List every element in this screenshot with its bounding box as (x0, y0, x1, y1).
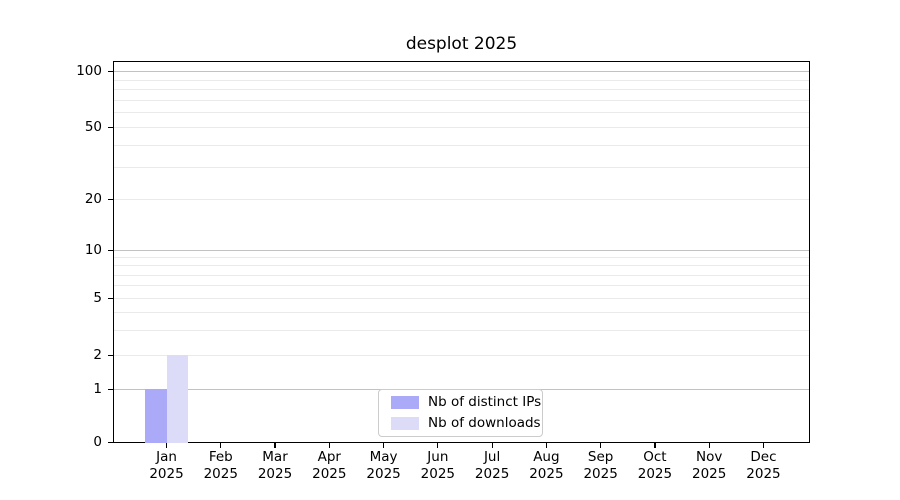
x-tick-month: Dec (750, 449, 777, 465)
x-tick-year: 2025 (583, 466, 618, 482)
bar-nb-of-distinct-ips-jan (145, 389, 167, 443)
y-tick-label: 10 (84, 242, 102, 258)
x-tick-label-aug: Aug 2025 (514, 449, 578, 483)
y-tick-label: 1 (93, 381, 102, 397)
legend-entry-distinct-ips: Nb of distinct IPs (387, 394, 541, 411)
gridline (114, 329, 809, 331)
y-tick-mark (108, 198, 113, 200)
gridline (114, 199, 809, 200)
x-tick-month: Sep (587, 449, 614, 465)
x-tick-month: Jul (483, 449, 501, 465)
gridline (114, 250, 809, 251)
x-tick-month: Jan (156, 449, 177, 465)
x-tick-month: Aug (533, 449, 560, 465)
legend-entry-downloads: Nb of downloads (387, 415, 541, 432)
x-tick-label-apr: Apr 2025 (297, 449, 361, 483)
y-tick-mark (108, 70, 113, 72)
x-tick-month: Feb (208, 449, 233, 465)
gridline (114, 311, 809, 313)
y-tick-label: 100 (76, 63, 102, 79)
x-tick-month: Apr (317, 449, 341, 465)
x-tick-label-mar: Mar 2025 (243, 449, 307, 483)
x-tick-label-dec: Dec 2025 (731, 449, 795, 483)
x-tick-mark (328, 443, 330, 448)
x-tick-mark (545, 443, 547, 448)
legend-swatch-downloads (391, 417, 419, 430)
x-tick-label-oct: Oct 2025 (623, 449, 687, 483)
x-tick-month: Oct (643, 449, 667, 465)
x-tick-mark (165, 443, 168, 448)
gridline (114, 265, 809, 267)
y-tick-mark (108, 297, 113, 299)
y-tick-label: 50 (84, 119, 102, 135)
bar-nb-of-downloads-jan (166, 355, 188, 443)
x-tick-mark (491, 443, 493, 448)
x-tick-label-sep: Sep 2025 (569, 449, 633, 483)
y-tick-mark (108, 249, 113, 251)
x-tick-year: 2025 (474, 466, 510, 482)
legend-label-downloads: Nb of downloads (428, 415, 541, 431)
x-tick-mark (274, 443, 276, 448)
gridline (114, 89, 809, 91)
chart-title: desplot 2025 (405, 34, 518, 54)
x-tick-mark (600, 443, 602, 448)
x-tick-month: Jun (427, 449, 449, 465)
x-tick-year: 2025 (746, 466, 781, 482)
gridline (114, 99, 809, 101)
x-tick-label-nov: Nov 2025 (677, 449, 741, 483)
x-tick-year: 2025 (203, 466, 238, 482)
plot-area (113, 61, 810, 443)
x-tick-month: May (369, 449, 398, 465)
y-tick-label: 20 (84, 191, 102, 207)
x-tick-mark (708, 443, 710, 448)
x-tick-year: 2025 (637, 466, 673, 482)
y-tick-label: 2 (93, 347, 102, 363)
x-tick-year: 2025 (149, 466, 184, 482)
legend-swatch-distinct-ips (391, 396, 419, 409)
x-tick-mark (762, 443, 765, 448)
gridline (114, 144, 809, 146)
gridline (114, 71, 809, 72)
x-tick-mark (437, 443, 439, 448)
x-tick-year: 2025 (420, 466, 456, 482)
gridline (114, 257, 809, 259)
x-tick-label-may: May 2025 (352, 449, 416, 483)
legend: Nb of distinct IPs Nb of downloads (378, 389, 543, 437)
gridline (114, 167, 809, 169)
x-tick-month: Mar (262, 449, 288, 465)
y-tick-mark (108, 388, 113, 390)
gridline (114, 355, 809, 356)
x-tick-year: 2025 (312, 466, 347, 482)
x-tick-year: 2025 (529, 466, 564, 482)
x-tick-year: 2025 (692, 466, 727, 482)
gridline (114, 79, 809, 81)
legend-label-distinct-ips: Nb of distinct IPs (428, 394, 542, 410)
x-tick-label-jul: Jul 2025 (460, 449, 524, 483)
x-tick-month: Nov (696, 449, 723, 465)
x-tick-mark (654, 443, 656, 448)
y-tick-label: 0 (93, 434, 102, 450)
y-tick-label: 5 (93, 290, 102, 306)
gridline (114, 285, 809, 287)
y-tick-mark (108, 441, 113, 443)
y-tick-mark (108, 354, 113, 356)
x-tick-label-jun: Jun 2025 (406, 449, 470, 483)
x-tick-mark (220, 443, 222, 448)
x-tick-mark (382, 443, 385, 448)
x-tick-year: 2025 (257, 466, 293, 482)
gridline (114, 298, 809, 299)
x-tick-year: 2025 (366, 466, 401, 482)
gridline (114, 127, 809, 128)
x-tick-label-feb: Feb 2025 (189, 449, 253, 483)
y-tick-mark (108, 126, 113, 128)
gridline (114, 112, 809, 114)
gridline (114, 274, 809, 276)
x-tick-label-jan: Jan 2025 (135, 449, 199, 483)
